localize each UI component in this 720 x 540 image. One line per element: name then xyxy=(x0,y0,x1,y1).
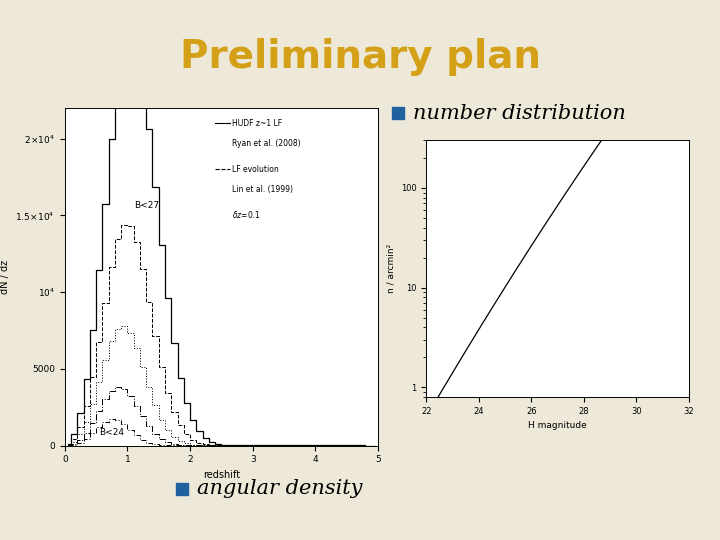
Text: $\delta z$=0.1: $\delta z$=0.1 xyxy=(232,210,261,220)
Text: Lin et al. (1999): Lin et al. (1999) xyxy=(232,185,293,194)
Text: LF evolution: LF evolution xyxy=(232,165,279,174)
Text: B<27: B<27 xyxy=(134,201,159,210)
Text: HUDF z~1 LF: HUDF z~1 LF xyxy=(232,119,282,129)
Text: Preliminary plan: Preliminary plan xyxy=(179,38,541,76)
X-axis label: H magnitude: H magnitude xyxy=(528,421,587,430)
Text: angular density: angular density xyxy=(197,479,362,498)
Y-axis label: dN / dz: dN / dz xyxy=(0,260,10,294)
X-axis label: redshift: redshift xyxy=(203,470,240,480)
Text: Ryan et al. (2008): Ryan et al. (2008) xyxy=(232,139,301,148)
Text: number distribution: number distribution xyxy=(413,104,626,123)
Y-axis label: n / arcmin²: n / arcmin² xyxy=(386,244,395,293)
Text: B<24: B<24 xyxy=(99,428,125,437)
